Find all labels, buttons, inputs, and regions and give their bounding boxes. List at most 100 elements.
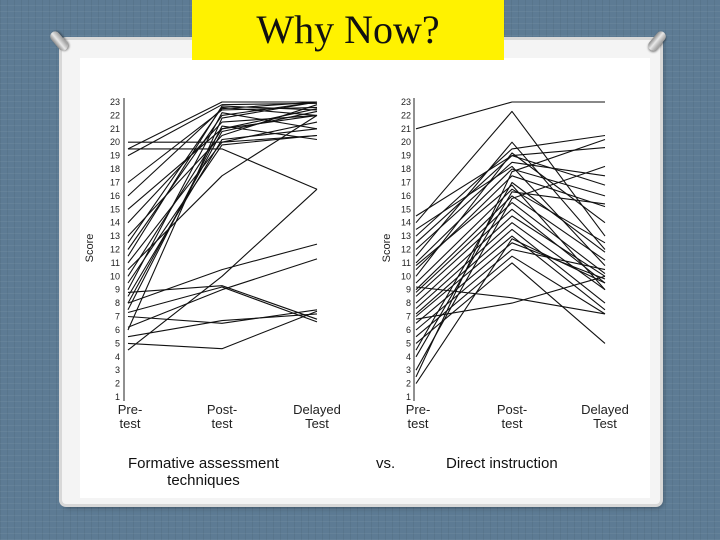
y-tick-label: 9 (115, 285, 120, 295)
series-line-13 (127, 125, 318, 311)
y-tick-label: 10 (401, 271, 411, 281)
y-tick-label: 3 (115, 365, 120, 375)
x-tick-label: Test (305, 416, 329, 431)
x-tick-label: test (212, 416, 233, 431)
y-tick-label: 5 (115, 338, 120, 348)
y-tick-label: 15 (110, 204, 120, 214)
y-tick-label: 3 (406, 365, 411, 375)
y-tick-label: 20 (401, 137, 411, 147)
series-line-16 (128, 148, 318, 190)
title-box: Why Now? (192, 0, 504, 60)
chart-panel-1: 1234567891011121314151617181920212223Sco… (84, 97, 341, 431)
x-tick-label: test (120, 416, 141, 431)
y-tick-label: 1 (406, 392, 411, 402)
x-tick-label: test (408, 416, 429, 431)
y-tick-label: 18 (401, 164, 411, 174)
series-line-26 (127, 313, 318, 338)
y-tick-label: 13 (401, 231, 411, 241)
series-line-11 (127, 112, 318, 290)
series-line-28 (127, 188, 318, 351)
series-line-14 (127, 106, 318, 244)
y-tick-label: 8 (115, 298, 120, 308)
series-line-2 (127, 102, 318, 157)
series-line-27 (415, 165, 606, 266)
y-tick-label: 22 (401, 110, 411, 120)
x-tick-label: Pre- (118, 402, 143, 417)
series-line-6 (127, 104, 318, 237)
figure-area (80, 58, 650, 498)
x-tick-label: Post- (497, 402, 527, 417)
series-line-31 (415, 184, 606, 291)
y-tick-label: 7 (406, 312, 411, 322)
series-line-9 (415, 188, 606, 284)
series-line-7 (127, 101, 318, 250)
y-tick-label: 4 (406, 352, 411, 362)
caption-formative: Formative assessment techniques (128, 455, 279, 489)
y-axis-label: Score (381, 234, 393, 263)
x-tick-label: Post- (207, 402, 237, 417)
y-tick-label: 14 (401, 218, 411, 228)
series-line-3 (127, 101, 318, 197)
x-tick-label: test (502, 416, 523, 431)
y-tick-label: 17 (110, 177, 120, 187)
y-tick-label: 7 (115, 312, 120, 322)
series-line-20 (127, 128, 318, 297)
y-tick-label: 17 (401, 177, 411, 187)
y-tick-label: 18 (110, 164, 120, 174)
series-line-12 (127, 110, 318, 304)
y-tick-label: 1 (115, 392, 120, 402)
series-line-18 (127, 114, 318, 270)
y-tick-label: 14 (110, 218, 120, 228)
series-line-17 (415, 242, 606, 324)
series-line-18 (415, 248, 606, 331)
y-tick-label: 23 (110, 97, 120, 107)
series-line-1 (127, 101, 317, 150)
series-line-26 (415, 155, 606, 217)
y-tick-label: 19 (401, 151, 411, 161)
series-line-10 (127, 134, 318, 284)
y-tick-label: 11 (402, 258, 411, 268)
x-tick-label: Pre- (406, 402, 431, 417)
y-tick-label: 5 (406, 338, 411, 348)
series-line-12 (415, 208, 606, 297)
y-tick-label: 12 (401, 245, 411, 255)
series-line-16 (415, 235, 606, 317)
y-tick-label: 16 (110, 191, 120, 201)
series-line-13 (415, 215, 606, 304)
series-line-15 (415, 228, 606, 315)
series-line-24 (415, 138, 606, 378)
series-line-21 (415, 181, 606, 351)
series-line-28 (415, 275, 606, 320)
y-tick-label: 12 (110, 245, 120, 255)
series-line-6 (415, 168, 606, 264)
y-tick-label: 21 (401, 124, 411, 134)
y-tick-label: 10 (110, 271, 120, 281)
y-tick-label: 8 (406, 298, 411, 308)
caption-vs: vs. (376, 455, 396, 472)
series-line-11 (415, 202, 606, 293)
series-line-29 (127, 286, 318, 323)
series-line-25 (415, 238, 606, 384)
caption-direct-instruction: Direct instruction (446, 455, 558, 472)
series-line-10 (415, 195, 606, 291)
series-line-29 (415, 286, 606, 315)
y-tick-label: 4 (115, 352, 120, 362)
x-tick-label: Delayed (293, 402, 341, 417)
y-tick-label: 2 (115, 379, 120, 389)
y-tick-label: 16 (401, 191, 411, 201)
series-line-5 (415, 161, 606, 250)
x-tick-label: Delayed (581, 402, 629, 417)
series-line-3 (415, 134, 606, 237)
y-tick-label: 23 (401, 97, 411, 107)
series-line-27 (127, 310, 318, 350)
series-line-20 (415, 262, 606, 344)
series-line-22 (127, 285, 318, 320)
chart-panel-2: 1234567891011121314151617181920212223Sco… (381, 97, 629, 431)
series-line-2 (415, 110, 606, 237)
series-line-24 (127, 309, 318, 324)
y-tick-label: 20 (110, 137, 120, 147)
series-line-30 (415, 141, 606, 257)
series-line-22 (415, 191, 606, 358)
caption-formative-line1: Formative assessment (128, 455, 279, 472)
